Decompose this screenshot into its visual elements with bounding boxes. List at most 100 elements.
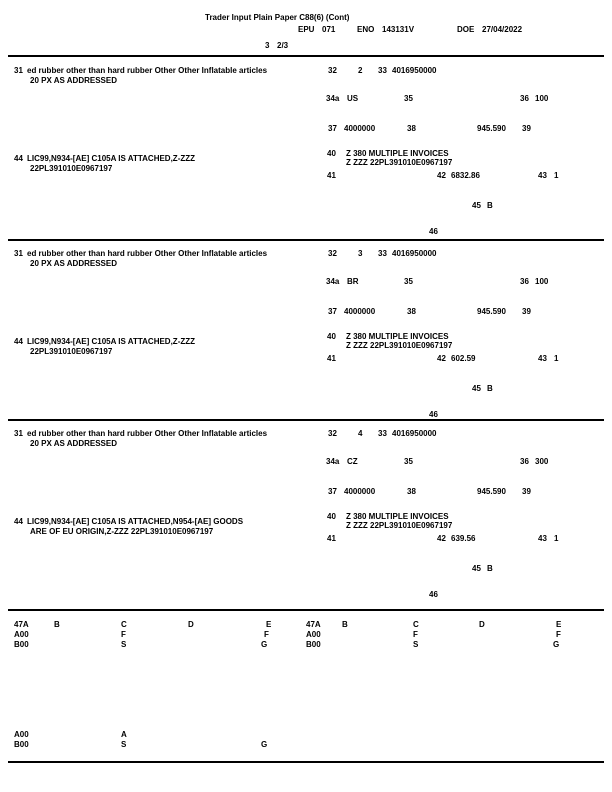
- tax-row-code: A00: [14, 630, 29, 639]
- box47-panel-left: 47A B C D E A00 F F B00 S G: [0, 618, 306, 658]
- box43-label: 43: [538, 354, 547, 363]
- box31-label: 31: [14, 249, 23, 258]
- tax-row-method: F: [413, 630, 418, 639]
- box43-label: 43: [538, 171, 547, 180]
- divider: [8, 239, 604, 241]
- box42-item-price: 6832.86: [451, 171, 480, 180]
- box42-label: 42: [437, 354, 446, 363]
- totals-row-method: A: [121, 730, 127, 739]
- box36-preference: 300: [535, 457, 549, 466]
- box44-additional-info: LIC99,N934-[AE] C105A IS ATTACHED,Z-ZZZ: [27, 154, 196, 163]
- tax-row-method: F: [121, 630, 126, 639]
- box43-vm-code: 1: [554, 354, 559, 363]
- box37-label: 37: [328, 307, 337, 316]
- tax-row-mop: G: [261, 640, 268, 649]
- col-b-label: B: [54, 620, 60, 629]
- box31-description: ed rubber other than hard rubber Other O…: [27, 429, 268, 438]
- item-block-2: 31 ed rubber other than hard rubber Othe…: [0, 241, 612, 423]
- box43-label: 43: [538, 534, 547, 543]
- divider: [8, 761, 604, 763]
- tax-row-mop: G: [553, 640, 560, 649]
- box31-packages: 20 PX AS ADDRESSED: [30, 76, 117, 85]
- box33-label: 33: [378, 66, 387, 75]
- divider: [8, 609, 604, 611]
- box35-label: 35: [404, 277, 413, 286]
- box43-vm-code: 1: [554, 534, 559, 543]
- page-title: Trader Input Plain Paper C88(6) (Cont): [205, 13, 350, 22]
- box39-label: 39: [522, 307, 531, 316]
- tax-row-mop: F: [556, 630, 561, 639]
- epu-value: 071: [322, 25, 336, 34]
- box36-label: 36: [520, 457, 529, 466]
- box34a-country-origin: CZ: [347, 457, 358, 466]
- box32-label: 32: [328, 429, 337, 438]
- totals-row-method: S: [121, 740, 127, 749]
- box40-previous-document: Z 380 MULTIPLE INVOICES: [346, 149, 449, 158]
- box47a-label: 47A: [14, 620, 29, 629]
- col-e-label: E: [556, 620, 562, 629]
- box40-previous-document-2: Z ZZZ 22PL391010E0967197: [346, 158, 453, 167]
- box35-label: 35: [404, 457, 413, 466]
- box37-label: 37: [328, 487, 337, 496]
- totals-row-mop: G: [261, 740, 268, 749]
- box3-page-count: 2/3: [277, 41, 289, 50]
- col-b-label: B: [342, 620, 348, 629]
- box39-label: 39: [522, 487, 531, 496]
- box40-previous-document: Z 380 MULTIPLE INVOICES: [346, 512, 449, 521]
- box31-description: ed rubber other than hard rubber Other O…: [27, 249, 268, 258]
- box32-label: 32: [328, 66, 337, 75]
- box38-net-mass: 945.590: [477, 487, 506, 496]
- box40-label: 40: [327, 512, 336, 521]
- epu-label: EPU: [298, 25, 315, 34]
- box42-label: 42: [437, 171, 446, 180]
- box38-label: 38: [407, 307, 416, 316]
- box31-label: 31: [14, 429, 23, 438]
- box45-label: 45: [472, 564, 481, 573]
- divider: [8, 55, 604, 57]
- box44-label: 44: [14, 154, 23, 163]
- divider: [8, 419, 604, 421]
- box37-label: 37: [328, 124, 337, 133]
- box40-previous-document-2: Z ZZZ 22PL391010E0967197: [346, 341, 453, 350]
- box45-adjustment: B: [487, 201, 493, 210]
- box40-label: 40: [327, 149, 336, 158]
- box32-label: 32: [328, 249, 337, 258]
- box40-previous-document: Z 380 MULTIPLE INVOICES: [346, 332, 449, 341]
- box38-label: 38: [407, 487, 416, 496]
- tax-row-code: B00: [14, 640, 29, 649]
- box36-label: 36: [520, 94, 529, 103]
- box45-label: 45: [472, 201, 481, 210]
- item-block-1: 31 ed rubber other than hard rubber Othe…: [0, 58, 612, 240]
- box36-label: 36: [520, 277, 529, 286]
- box33-label: 33: [378, 429, 387, 438]
- box37-procedure: 4000000: [344, 487, 376, 496]
- box42-item-price: 639.56: [451, 534, 476, 543]
- col-c-label: C: [413, 620, 419, 629]
- box40-label: 40: [327, 332, 336, 341]
- tax-row-method: S: [121, 640, 127, 649]
- box40-previous-document-2: Z ZZZ 22PL391010E0967197: [346, 521, 453, 530]
- doe-label: DOE: [457, 25, 475, 34]
- box36-preference: 100: [535, 94, 549, 103]
- box44-label: 44: [14, 517, 23, 526]
- box32-item-number: 4: [358, 429, 363, 438]
- box34a-country-origin: BR: [347, 277, 359, 286]
- box44-additional-info: LIC99,N934-[AE] C105A IS ATTACHED,Z-ZZZ: [27, 337, 196, 346]
- tax-row-mop: F: [264, 630, 269, 639]
- box41-label: 41: [327, 354, 336, 363]
- box37-procedure: 4000000: [344, 124, 376, 133]
- box46-label: 46: [429, 410, 438, 419]
- box36-preference: 100: [535, 277, 549, 286]
- box44-label: 44: [14, 337, 23, 346]
- box38-net-mass: 945.590: [477, 124, 506, 133]
- box45-adjustment: B: [487, 384, 493, 393]
- box44-additional-info-2: 22PL391010E0967197: [30, 164, 113, 173]
- col-c-label: C: [121, 620, 127, 629]
- box45-adjustment: B: [487, 564, 493, 573]
- box38-label: 38: [407, 124, 416, 133]
- box41-label: 41: [327, 171, 336, 180]
- box46-label: 46: [429, 590, 438, 599]
- box44-additional-info-2: ARE OF EU ORIGIN,Z-ZZZ 22PL391010E096719…: [30, 527, 214, 536]
- box44-additional-info-2: 22PL391010E0967197: [30, 347, 113, 356]
